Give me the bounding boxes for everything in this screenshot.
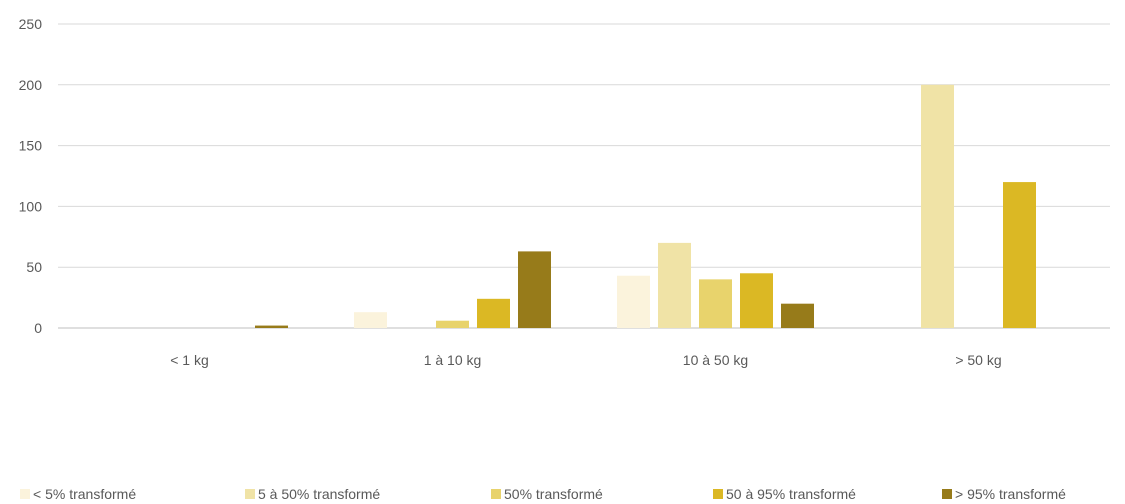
legend-label: 50% transformé [504,486,603,502]
legend-label: 5 à 50% transformé [258,486,381,502]
legend-item: 50 à 95% transformé [713,486,856,502]
y-tick-label: 50 [26,259,42,275]
bar [1003,182,1036,328]
x-tick-label: 1 à 10 kg [424,352,482,368]
legend-item: 50% transformé [491,486,603,502]
legend-item: < 5% transformé [20,486,136,502]
legend-swatch [245,489,255,499]
bar [781,303,814,328]
legend-swatch [942,489,952,499]
bar [255,325,288,328]
bar [658,242,691,328]
bar [921,84,954,328]
bar [518,251,551,328]
bar [699,279,732,328]
legend-label: 50 à 95% transformé [726,486,856,502]
bar [617,275,650,328]
y-tick-label: 0 [34,320,42,336]
y-tick-label: 200 [19,77,43,93]
x-tick-label: < 1 kg [170,352,209,368]
bar [740,273,773,328]
legend-swatch [491,489,501,499]
x-axis-tick-labels: < 1 kg 1 à 10 kg 10 à 50 kg > 50 kg [170,352,1001,368]
y-tick-label: 100 [19,198,43,214]
bars [255,84,1036,328]
legend-label: < 5% transformé [33,486,137,502]
y-axis-tick-labels: 0 50 100 150 200 250 [19,16,43,336]
legend-label: > 95% transformé [955,486,1066,502]
legend-item: 5 à 50% transformé [245,486,380,502]
y-tick-label: 150 [19,138,43,154]
legend-swatch [20,489,30,499]
bar [354,312,387,328]
x-tick-label: > 50 kg [955,352,1001,368]
bar [436,320,469,328]
y-tick-label: 250 [19,16,43,32]
legend-swatch [713,489,723,499]
bar [477,298,510,328]
x-tick-label: 10 à 50 kg [683,352,748,368]
legend: < 5% transformé 5 à 50% transformé 50% tra… [0,486,1125,504]
legend-item: > 95% transformé [942,486,1066,502]
